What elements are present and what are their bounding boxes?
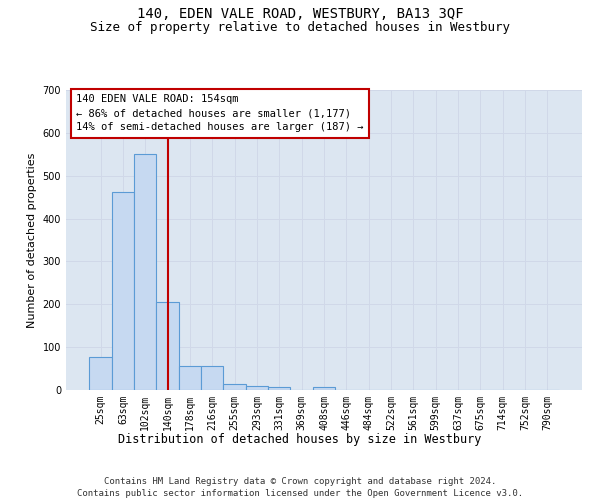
Text: Distribution of detached houses by size in Westbury: Distribution of detached houses by size … <box>118 432 482 446</box>
Bar <box>246 386 268 390</box>
Y-axis label: Number of detached properties: Number of detached properties <box>27 152 37 328</box>
Bar <box>89 356 112 390</box>
Text: Contains public sector information licensed under the Open Government Licence v3: Contains public sector information licen… <box>77 489 523 498</box>
Text: 140, EDEN VALE ROAD, WESTBURY, BA13 3QF: 140, EDEN VALE ROAD, WESTBURY, BA13 3QF <box>137 8 463 22</box>
Bar <box>201 366 223 390</box>
Bar <box>112 192 134 390</box>
Text: Size of property relative to detached houses in Westbury: Size of property relative to detached ho… <box>90 21 510 34</box>
Bar <box>157 302 179 390</box>
Bar <box>223 384 246 390</box>
Text: 140 EDEN VALE ROAD: 154sqm
← 86% of detached houses are smaller (1,177)
14% of s: 140 EDEN VALE ROAD: 154sqm ← 86% of deta… <box>76 94 364 132</box>
Bar <box>179 366 201 390</box>
Bar <box>268 386 290 390</box>
Bar <box>134 154 157 390</box>
Text: Contains HM Land Registry data © Crown copyright and database right 2024.: Contains HM Land Registry data © Crown c… <box>104 478 496 486</box>
Bar <box>313 386 335 390</box>
